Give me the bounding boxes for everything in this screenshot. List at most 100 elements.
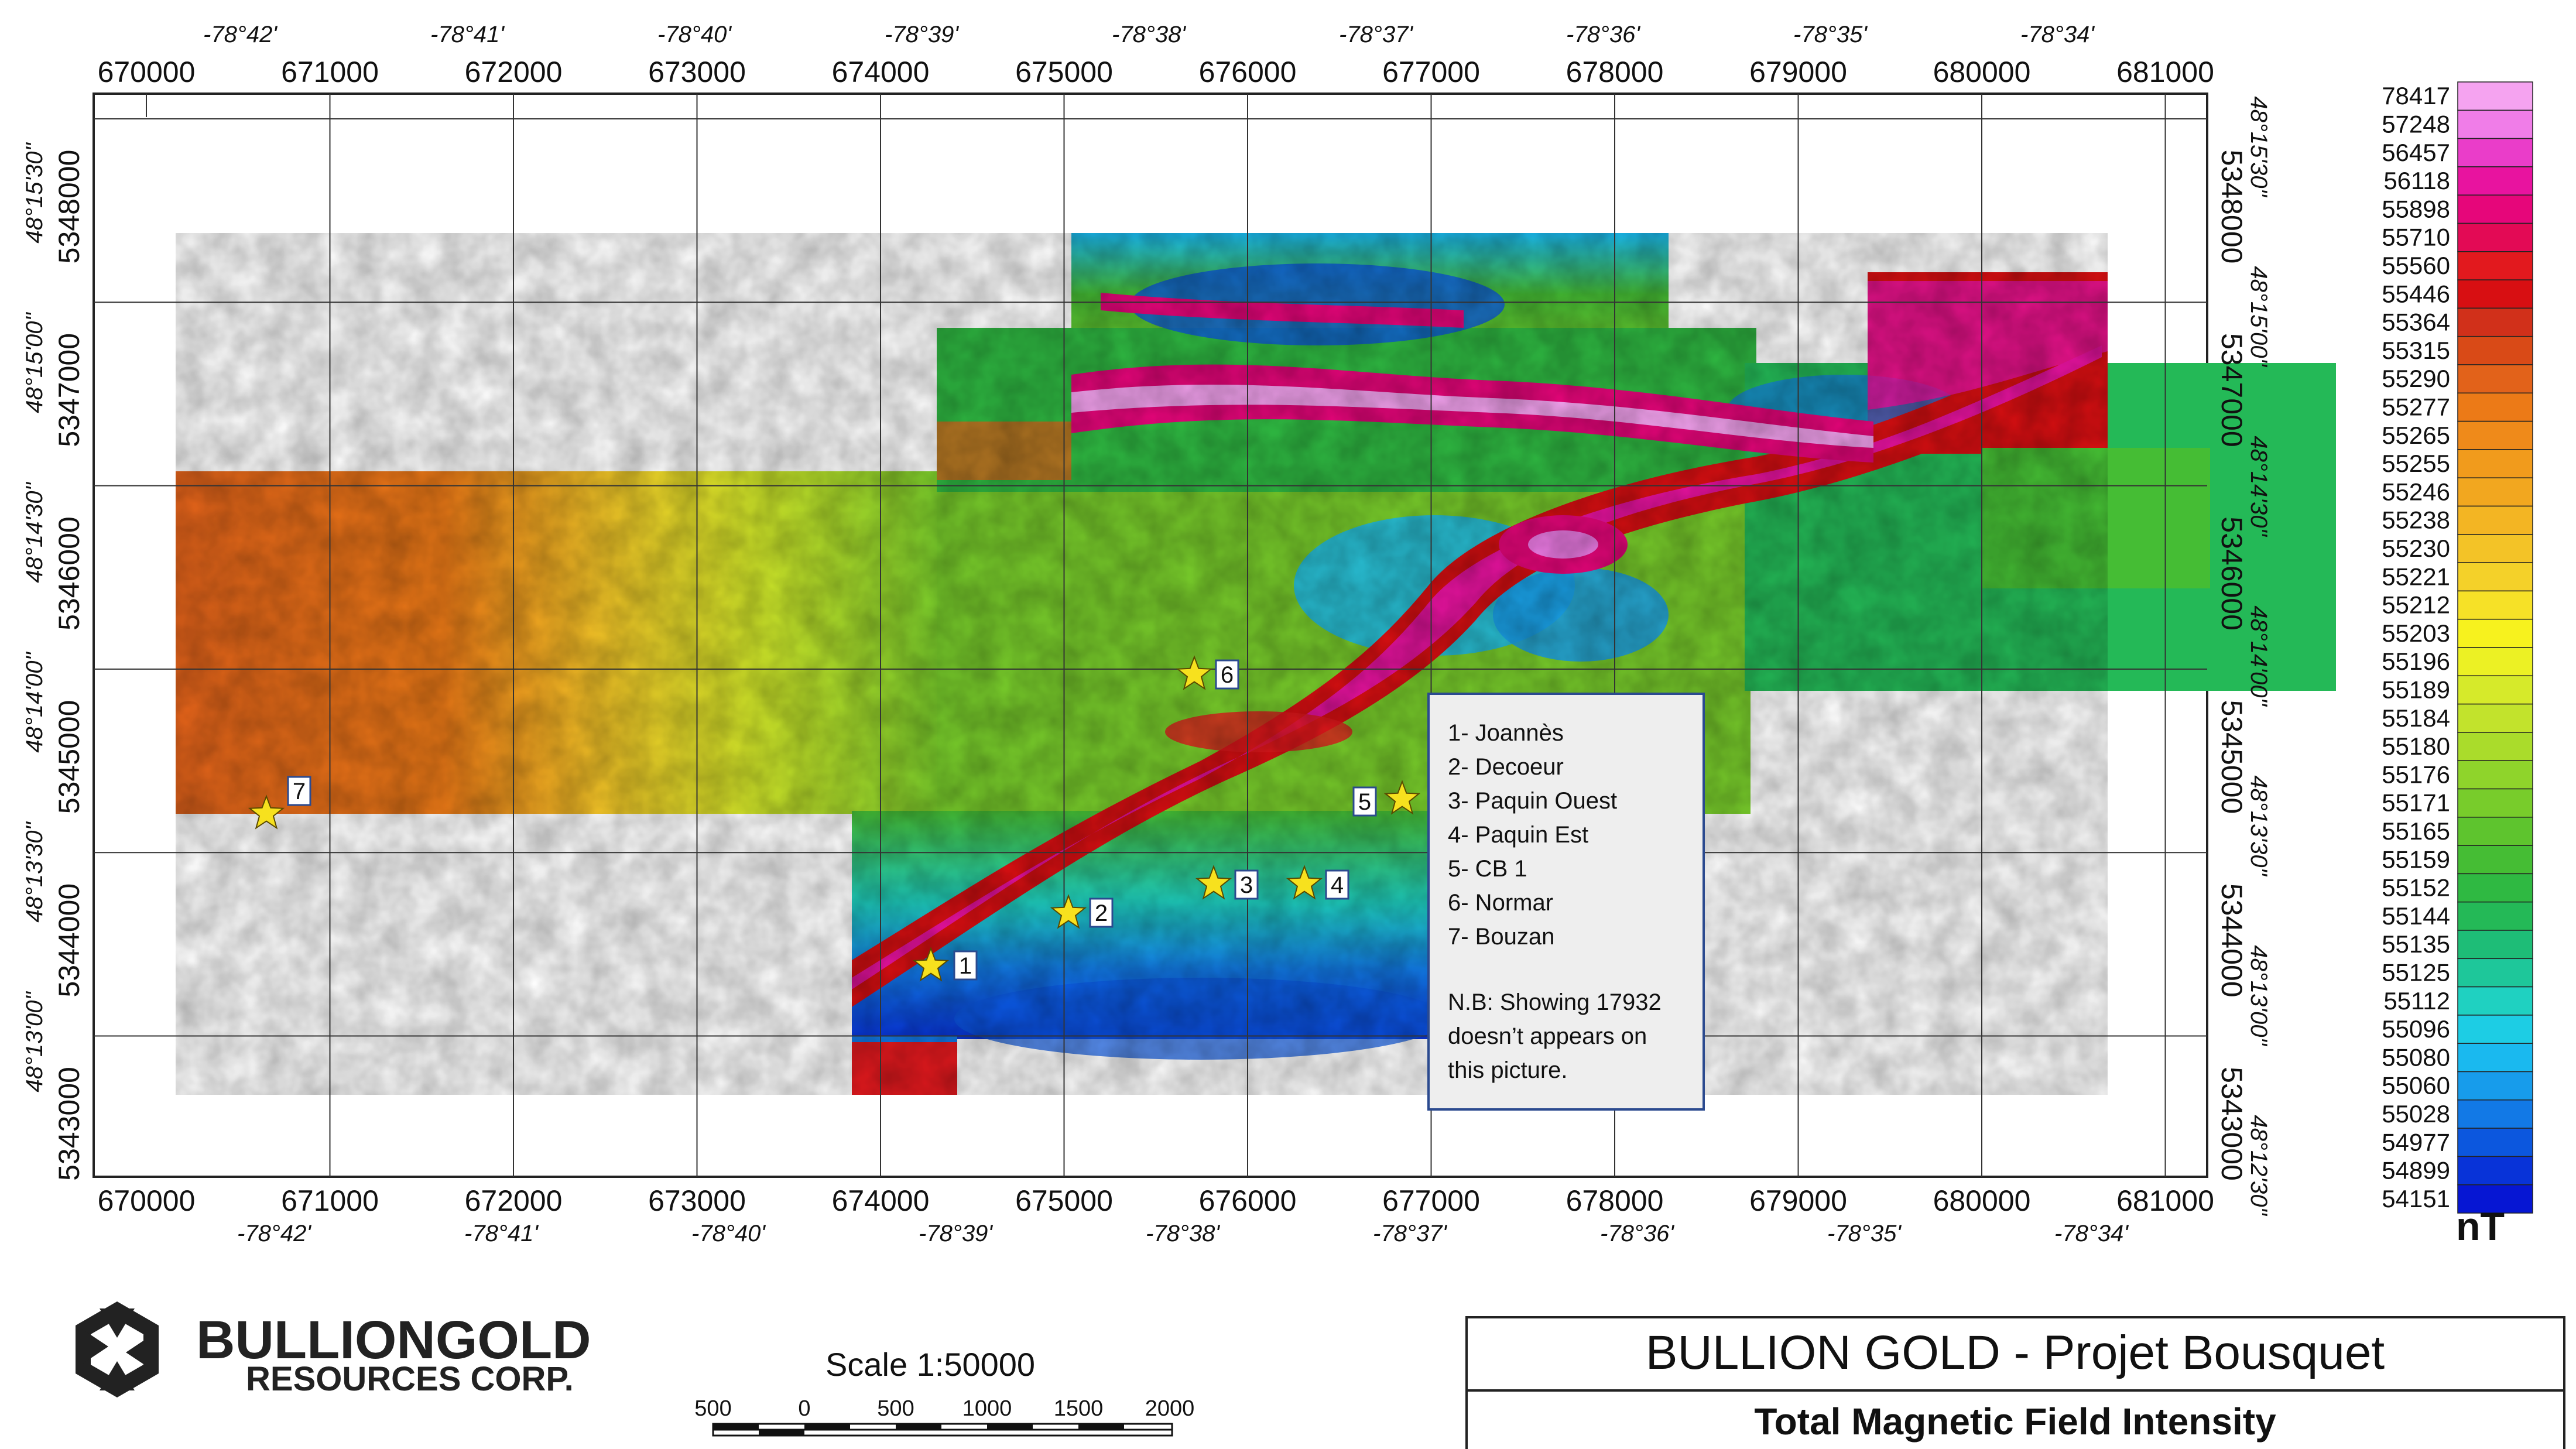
star-icon [1195,865,1232,900]
colorbar-swatch [2457,1099,2533,1129]
colorbar-value: 55135 [2382,930,2450,958]
longitude-tick-bottom: -78°39' [919,1221,993,1246]
colorbar-swatch [2457,590,2533,620]
legend-note: doesn’t appears on [1448,1023,1647,1049]
logo-line1: BULLIONGOLD [196,1310,591,1370]
northing-labels-right: 5348000 5347000 5346000 5345000 5344000 53430… [2215,150,2248,1181]
map-subtitle: Total Magnetic Field Intensity [1754,1400,2276,1443]
easting-tick-top: 681000 [2116,56,2214,88]
colorbar-swatch [2457,138,2533,167]
showing-number-box [1234,869,1259,900]
star-icon [1050,894,1087,929]
colorbar-swatch [2457,279,2533,309]
colorbar-swatch [2457,449,2533,478]
scale-tick-label: 2000 [1145,1396,1195,1421]
star-icon [1383,780,1421,815]
longitude-tick-top: -78°36' [1566,22,1640,47]
northing-tick-right: 5348000 [2215,150,2248,264]
colorbar-swatch [2457,1184,2533,1214]
colorbar-swatch [2457,307,2533,337]
colorbar-swatch [2457,392,2533,422]
showing-marker: 4 [1286,865,1349,900]
easting-tick-bottom: 671000 [281,1184,379,1217]
colorbar-swatch [2457,930,2533,960]
colorbar-swatch [2457,562,2533,592]
showing-number-box [287,776,311,806]
colorbar-value: 55176 [2382,761,2450,788]
colorbar-swatch [2457,194,2533,224]
colorbar-swatch [2457,477,2533,507]
easting-tick-top: 680000 [1933,56,2031,88]
coordinate-grid [94,94,2207,1177]
colorbar-swatch [2457,505,2533,535]
colorbar-value: 55165 [2382,817,2450,845]
colorbar-value: 55560 [2382,252,2450,279]
northing-labels-left: 5348000 5347000 5346000 5345000 5344000 53430… [53,150,85,1181]
colorbar-value: 55096 [2382,1015,2450,1043]
latitude-tick-right: 48°15'00" [2246,266,2272,367]
easting-tick-bottom: 673000 [648,1184,746,1217]
colorbar-value: 56118 [2383,167,2450,194]
longitude-tick-top: -78°39' [885,22,959,47]
star-icon [248,794,285,830]
showing-number-box [953,950,978,981]
colorbar-swatch [2457,1071,2533,1101]
longitude-tick-top: -78°37' [1339,22,1413,47]
colorbar-value: 54977 [2382,1128,2450,1156]
latitude-tick-left: 48°15'00" [22,312,47,413]
longitude-tick-bottom: -78°37' [1373,1221,1447,1246]
showing-marker: 7 [248,776,311,830]
colorbar-value: 55265 [2382,422,2450,449]
colorbar-swatch [2457,364,2533,394]
colorbar-value: 54899 [2382,1157,2450,1184]
scale-tick-label: 500 [877,1396,914,1421]
latitude-tick-left: 48°14'30" [22,482,47,583]
scale-tick-label: 1500 [1054,1396,1104,1421]
latitude-tick-right: 48°14'30" [2246,436,2272,537]
easting-tick-bottom: 680000 [1933,1184,2031,1217]
colorbar-value: 57248 [2382,110,2450,138]
northing-tick-left: 5344000 [53,883,85,998]
longitude-labels-bottom: -78°42' -78°41' -78°40' -78°39' -78°38' -78°3… [237,1221,2129,1246]
scale-tick-label: 1000 [962,1396,1012,1421]
colorbar-swatch [2457,675,2533,705]
legend-entry: 4- Paquin Est [1448,822,1588,848]
colorbar-value: 55238 [2382,506,2450,534]
longitude-tick-bottom: -78°34' [2054,1221,2129,1246]
colorbar-value: 55060 [2382,1072,2450,1099]
latitude-tick-left: 48°14'00" [22,652,47,753]
colorbar-swatch [2457,901,2533,931]
colorbar-value: 55898 [2382,195,2450,222]
colorbar-swatch [2457,1015,2533,1044]
showing-marker: 2 [1050,894,1114,929]
scale-tick-label: 500 [694,1396,731,1421]
colorbar-value: 55230 [2382,535,2450,562]
northing-tick-left: 5343000 [53,1067,85,1181]
colorbar-value: 55221 [2382,563,2450,590]
longitude-tick-bottom: -78°40' [691,1221,766,1246]
colorbar-swatch [2457,534,2533,563]
latitude-tick-right: 48°14'00" [2246,605,2272,707]
easting-tick-top: 675000 [1015,56,1113,88]
easting-tick-bottom: 677000 [1382,1184,1480,1217]
easting-tick-top: 679000 [1749,56,1847,88]
colorbar-value: 55196 [2382,648,2450,675]
easting-tick-top: 672000 [465,56,563,88]
longitude-tick-bottom: -78°36' [1600,1221,1674,1246]
company-logo: BULLIONGOLD RESOURCES CORP. [76,1301,591,1398]
colorbar-value: 55080 [2382,1043,2450,1071]
legend-entry: 6- Normar [1448,890,1553,916]
colorbar-value: 78417 [2382,82,2450,109]
showing-marker: 6 [1176,655,1239,690]
latitude-labels-left: 48°15'30" 48°15'00" 48°14'30" 48°14'00" 48°1… [22,142,47,1092]
legend-entry: 7- Bouzan [1448,924,1554,950]
colorbar-swatch [2457,817,2533,846]
easting-tick-bottom: 679000 [1749,1184,1847,1217]
northing-tick-left: 5345000 [53,700,85,814]
easting-labels-top: 670000 671000 672000 673000 674000 675000 6760… [98,56,2214,88]
colorbar-swatch [2457,788,2533,818]
longitude-tick-top: -78°40' [657,22,732,47]
colorbar-value: 55144 [2382,902,2450,930]
colorbar-value: 55159 [2382,845,2450,873]
